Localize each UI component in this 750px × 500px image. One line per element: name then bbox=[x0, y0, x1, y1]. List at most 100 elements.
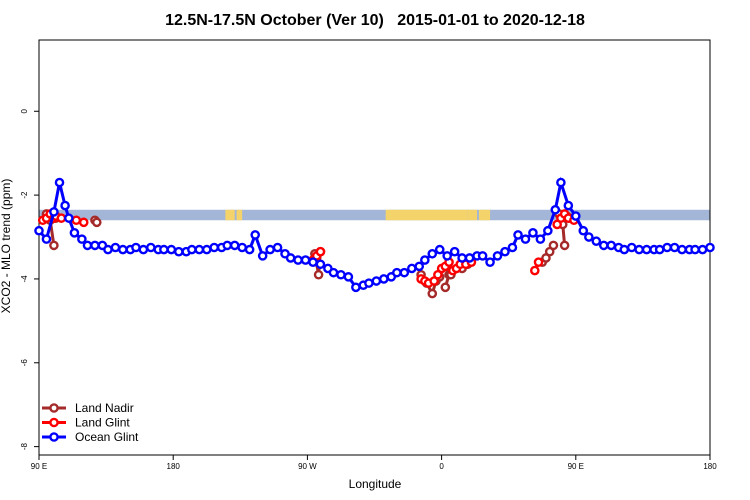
data-point bbox=[690, 244, 700, 255]
data-point bbox=[315, 246, 326, 257]
data-point bbox=[492, 251, 503, 261]
data-point bbox=[69, 228, 80, 238]
data-point bbox=[626, 242, 637, 253]
y-tick-label: -2 bbox=[20, 191, 29, 199]
data-point bbox=[392, 267, 402, 278]
data-point bbox=[250, 230, 261, 240]
x-tick-label: 180 bbox=[703, 462, 717, 471]
data-point bbox=[669, 242, 680, 253]
data-point bbox=[399, 267, 410, 278]
x-tick-label: 90 W bbox=[298, 462, 317, 471]
data-point bbox=[222, 240, 233, 251]
data-point bbox=[90, 240, 100, 251]
legend-label: Land Glint bbox=[75, 416, 130, 430]
legend-label: Ocean Glint bbox=[75, 430, 139, 444]
y-tick-label: -8 bbox=[20, 443, 29, 451]
data-point bbox=[427, 288, 438, 299]
series-layer bbox=[34, 176, 715, 299]
legend-item: Land Glint bbox=[42, 416, 130, 430]
data-point bbox=[71, 215, 82, 226]
data-point bbox=[434, 244, 445, 255]
data-point bbox=[146, 242, 156, 253]
data-point bbox=[308, 257, 318, 267]
data-point bbox=[533, 257, 544, 267]
data-point bbox=[641, 244, 652, 255]
data-point bbox=[364, 278, 374, 288]
data-point bbox=[60, 200, 70, 211]
data-point bbox=[118, 244, 128, 255]
data-point bbox=[34, 225, 44, 236]
data-point bbox=[513, 230, 523, 240]
data-point bbox=[138, 244, 149, 255]
data-point bbox=[49, 207, 59, 217]
data-point bbox=[41, 234, 52, 244]
ocean-land-band bbox=[39, 209, 710, 221]
data-point bbox=[442, 251, 452, 261]
data-point bbox=[265, 244, 275, 255]
data-point bbox=[313, 269, 324, 280]
legend-item: Ocean Glint bbox=[42, 430, 139, 444]
data-point bbox=[54, 177, 65, 188]
data-point bbox=[229, 240, 240, 251]
data-point bbox=[315, 259, 326, 270]
land-band-2 bbox=[236, 209, 243, 221]
data-point bbox=[328, 267, 339, 278]
data-point bbox=[634, 244, 644, 255]
data-point bbox=[406, 263, 417, 274]
data-point bbox=[201, 244, 212, 255]
data-point bbox=[559, 240, 570, 251]
data-point bbox=[244, 244, 255, 255]
data-point bbox=[110, 242, 121, 253]
data-point bbox=[272, 242, 283, 253]
x-axis: 90 E 180 90 W 0 90 E 180 bbox=[31, 455, 717, 471]
data-point bbox=[705, 242, 715, 253]
data-point bbox=[520, 234, 531, 244]
y-tick-label: 0 bbox=[20, 108, 29, 113]
data-point bbox=[550, 204, 561, 215]
data-point bbox=[285, 253, 296, 263]
data-point bbox=[64, 213, 74, 223]
data-point bbox=[571, 211, 581, 221]
data-point bbox=[477, 251, 488, 261]
data-point bbox=[343, 272, 354, 282]
y-tick-label: -4 bbox=[20, 275, 29, 283]
data-point bbox=[187, 244, 197, 255]
y-tick-label: -6 bbox=[20, 359, 29, 367]
y-axis: 0 -2 -4 -6 -8 bbox=[20, 108, 39, 450]
data-point bbox=[77, 234, 87, 244]
data-point bbox=[529, 265, 540, 276]
land-band-0 bbox=[225, 209, 231, 221]
data-point bbox=[159, 244, 169, 255]
data-point bbox=[56, 213, 67, 223]
y-axis-title: XCO2 - MLO trend (ppm) bbox=[0, 179, 13, 314]
data-point bbox=[543, 225, 553, 236]
data-point bbox=[662, 242, 672, 253]
data-point bbox=[654, 244, 665, 255]
data-point bbox=[528, 228, 538, 238]
x-tick-label: 90 E bbox=[568, 462, 584, 471]
chart-title: 12.5N-17.5N October (Ver 10) 2015-01-01 … bbox=[165, 12, 585, 29]
legend-label: Land Nadir bbox=[75, 401, 134, 415]
data-point bbox=[336, 269, 346, 280]
data-point bbox=[535, 234, 546, 244]
data-point bbox=[606, 240, 617, 251]
legend-marker bbox=[49, 417, 59, 428]
land-band-1 bbox=[230, 209, 235, 221]
x-axis-title: Longitude bbox=[349, 477, 402, 491]
series-line bbox=[37, 176, 711, 290]
data-point bbox=[103, 244, 113, 255]
data-point bbox=[485, 257, 495, 267]
x-tick-label: 0 bbox=[439, 462, 444, 471]
data-point bbox=[166, 244, 177, 255]
ocean-band bbox=[39, 209, 710, 221]
data-point bbox=[237, 242, 247, 253]
legend-marker bbox=[49, 432, 59, 442]
data-point bbox=[563, 200, 574, 211]
data-point bbox=[500, 246, 510, 257]
land-band-3 bbox=[385, 209, 468, 221]
legend-marker bbox=[49, 403, 59, 413]
data-point bbox=[414, 261, 425, 272]
data-point bbox=[371, 276, 382, 286]
